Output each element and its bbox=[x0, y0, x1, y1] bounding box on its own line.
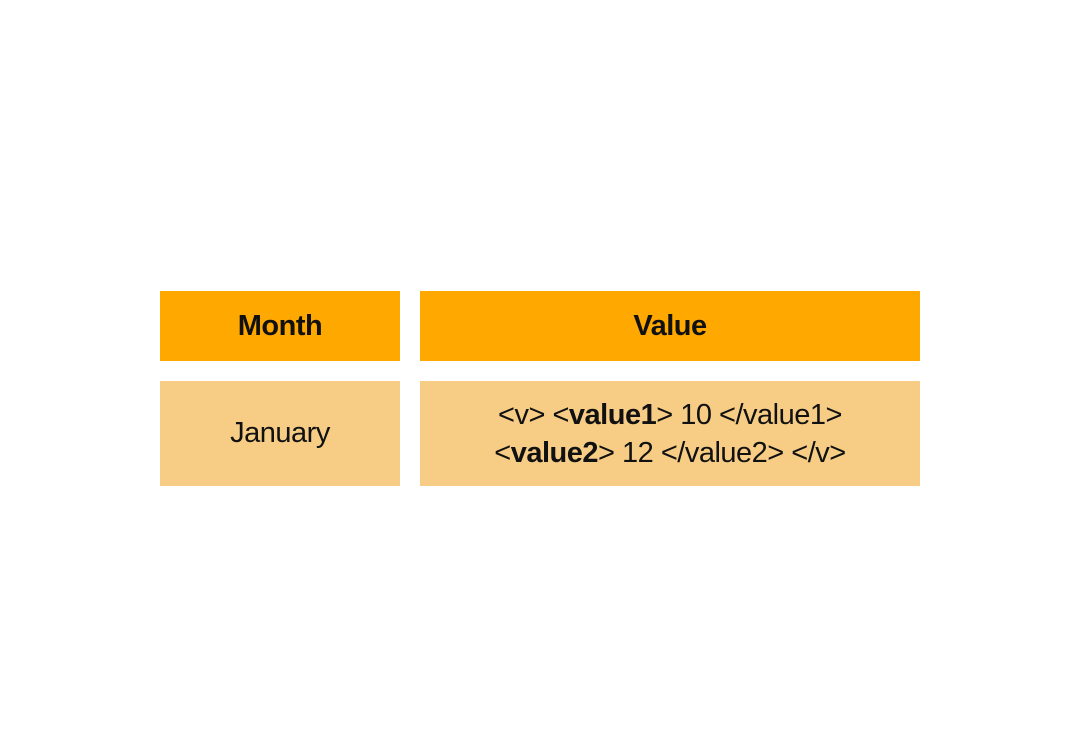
tag-open-value2: <value2> bbox=[494, 436, 615, 469]
tag-open-value2-gt: > bbox=[598, 436, 615, 469]
value2-content: 12 bbox=[622, 436, 654, 469]
tag-open-value2-lt: < bbox=[494, 436, 511, 469]
cell-value: <v> <value1> 10 </value1> <value2> 12 </… bbox=[420, 381, 920, 486]
tag-close-value1: </value1> bbox=[719, 398, 842, 431]
tag-open-v: <v> bbox=[498, 398, 545, 431]
cell-month: January bbox=[160, 381, 400, 486]
xml-line-1: <v> <value1> 10 </value1> bbox=[498, 396, 842, 434]
header-value-label: Value bbox=[633, 309, 707, 342]
tag-open-value2-name: value2 bbox=[510, 436, 599, 469]
xml-value: <v> <value1> 10 </value1> <value2> 12 </… bbox=[494, 396, 846, 472]
cell-month-text: January bbox=[230, 417, 330, 449]
tag-open-value1: <value1> bbox=[552, 398, 673, 431]
tag-open-value1-name: value1 bbox=[568, 398, 657, 431]
tag-close-value2: </value2> bbox=[660, 436, 784, 469]
header-month: Month bbox=[160, 291, 400, 361]
tag-open-value1-gt: > bbox=[656, 398, 673, 431]
tag-close-v: </v> bbox=[791, 436, 846, 469]
header-value: Value bbox=[420, 291, 920, 361]
value1-content: 10 bbox=[680, 398, 712, 431]
tag-open-value1-lt: < bbox=[552, 398, 569, 431]
header-month-label: Month bbox=[237, 309, 323, 342]
xml-line-2: <value2> 12 </value2> </v> bbox=[494, 434, 846, 472]
